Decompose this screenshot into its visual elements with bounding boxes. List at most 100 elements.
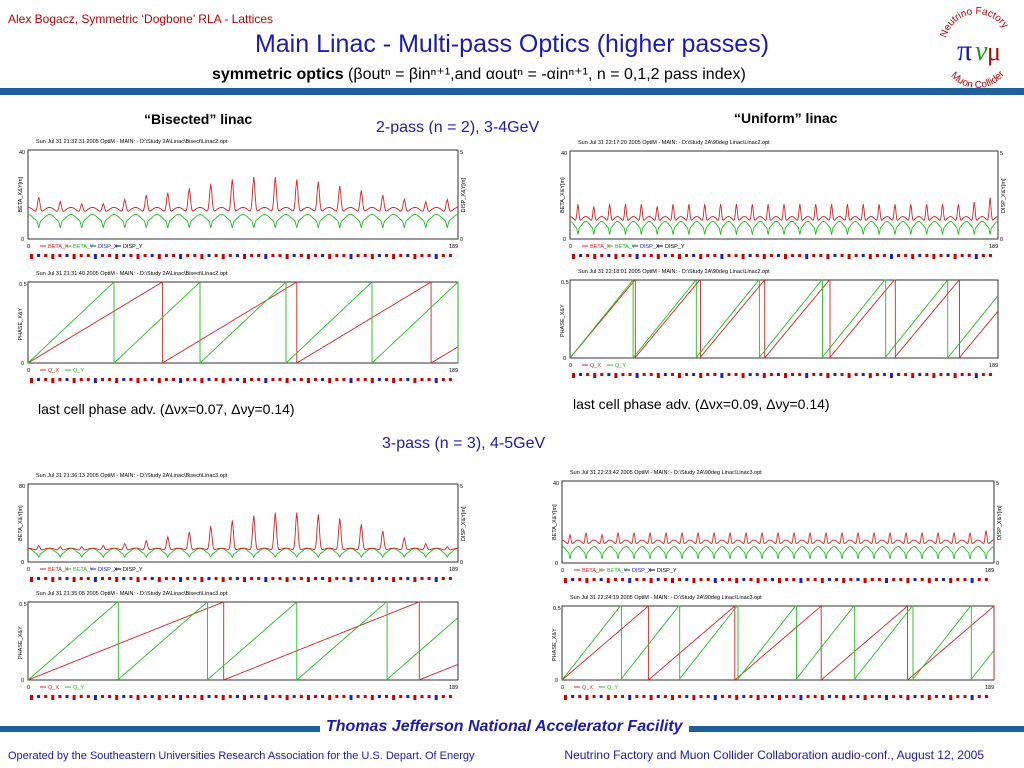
series-line-q_y xyxy=(27,601,459,682)
lattice-element xyxy=(221,695,225,700)
subtitle: symmetric optics (βoutⁿ = βinⁿ⁺¹,and αou… xyxy=(212,66,802,84)
y2-tick-label: 5 xyxy=(996,481,999,487)
lattice-element xyxy=(849,695,853,698)
lattice-element xyxy=(613,695,617,698)
lattice-element xyxy=(65,695,69,698)
lattice-element xyxy=(877,695,881,698)
lattice-element xyxy=(37,254,41,257)
x-tick-label: 0 xyxy=(569,244,572,250)
lattice-element xyxy=(122,695,126,698)
lattice-element xyxy=(285,254,289,259)
lattice-element xyxy=(812,373,816,376)
lattice-element xyxy=(115,378,119,383)
lattice-element xyxy=(101,695,104,698)
lattice-element xyxy=(635,254,639,259)
lattice-bar xyxy=(30,254,452,259)
lattice-element xyxy=(882,373,886,376)
lattice-element xyxy=(406,378,410,381)
lattice-element xyxy=(420,378,424,381)
lattice-element xyxy=(186,695,190,698)
lattice-element xyxy=(763,578,767,581)
lattice-element xyxy=(306,254,310,259)
lattice-element xyxy=(820,695,824,700)
lattice-element xyxy=(271,378,275,381)
lattice-element xyxy=(942,578,946,581)
lattice-element xyxy=(434,254,438,259)
lattice-element xyxy=(663,695,667,698)
lattice-element xyxy=(946,373,950,376)
lattice-element xyxy=(37,378,41,381)
lattice-element xyxy=(136,695,140,700)
lattice-element xyxy=(72,254,76,259)
lattice-element xyxy=(385,378,388,381)
lattice-element xyxy=(713,254,717,257)
lattice-element xyxy=(720,695,724,698)
lattice-element xyxy=(904,254,908,257)
lattice-element xyxy=(678,578,682,581)
lattice-element xyxy=(377,695,381,698)
lattice-element xyxy=(30,695,33,700)
lattice-element xyxy=(30,378,33,383)
lattice-element xyxy=(214,254,218,257)
plot-frame xyxy=(27,601,459,681)
x-tick-label: 189 xyxy=(449,685,458,691)
logo-text-top: Neutrino Factory xyxy=(938,6,1010,39)
lattice-element xyxy=(756,695,760,700)
lattice-element xyxy=(877,578,881,581)
lattice-element xyxy=(129,577,133,580)
lattice-element xyxy=(727,373,731,376)
lattice-element xyxy=(370,695,374,700)
y2-axis-label: DISP_X&Y[m] xyxy=(461,177,467,212)
lattice-element xyxy=(628,695,632,700)
lattice-element xyxy=(399,577,403,580)
lattice-element xyxy=(278,695,282,698)
phase-advance-right: last cell phase adv. (Δνx=0.09, Δνy=0.14… xyxy=(573,396,830,412)
lattice-element xyxy=(970,578,974,583)
lattice-element xyxy=(600,373,604,376)
plot-bisected-pass3-beta: Sun Jul 31 21:36:13 2005 OptiM - MAIN: -… xyxy=(14,468,468,584)
lattice-element xyxy=(392,378,396,383)
lattice-element xyxy=(792,695,796,698)
lattice-element xyxy=(692,695,696,700)
x-tick-label: 0 xyxy=(561,568,564,574)
lattice-element xyxy=(377,378,381,381)
lattice-element xyxy=(434,378,438,383)
lattice-element xyxy=(172,695,175,698)
lattice-element xyxy=(86,254,90,257)
lattice-element xyxy=(72,695,76,700)
plot-uniform-pass2-beta: Sun Jul 31 22:17:20 2005 OptiM - MAIN: -… xyxy=(556,135,1008,261)
lattice-bar xyxy=(572,373,992,378)
y-tick-label: 40 xyxy=(561,151,567,157)
legend-entry: BETA_X xyxy=(48,244,69,250)
lattice-element xyxy=(977,695,981,698)
phase-advance-left: last cell phase adv. (Δνx=0.07, Δνy=0.14… xyxy=(38,401,295,417)
lattice-element xyxy=(342,577,346,580)
lattice-element xyxy=(129,378,133,381)
y-tick-label: 0.5 xyxy=(561,280,569,286)
y-tick-label: 0 xyxy=(21,678,24,684)
lattice-element xyxy=(363,577,367,580)
lattice-element xyxy=(913,578,917,581)
lattice-element xyxy=(579,373,583,376)
lattice-element xyxy=(392,695,396,700)
lattice-element xyxy=(377,254,381,257)
lattice-element xyxy=(299,577,303,580)
lattice-element xyxy=(122,254,126,257)
lattice-element xyxy=(349,577,353,582)
chart-title: Sun Jul 31 22:24:19 2005 OptiM - MAIN: -… xyxy=(570,595,762,601)
legend-entry: DISP_Y xyxy=(123,244,143,250)
legend-entry: BETA_Y xyxy=(73,244,94,250)
series-line-q_x xyxy=(27,281,459,364)
lattice-element xyxy=(592,695,596,698)
lattice-element xyxy=(920,578,924,581)
lattice-element xyxy=(778,695,781,700)
lattice-element xyxy=(129,254,133,257)
lattice-element xyxy=(762,254,766,259)
footer-right: Neutrino Factory and Muon Collider Colla… xyxy=(564,748,984,762)
lattice-element xyxy=(108,254,112,257)
lattice-element xyxy=(649,373,653,376)
lattice-element xyxy=(892,578,896,581)
lattice-element xyxy=(321,695,325,698)
legend-entry: Q_X xyxy=(582,685,593,691)
series-line-q_y xyxy=(27,280,459,365)
